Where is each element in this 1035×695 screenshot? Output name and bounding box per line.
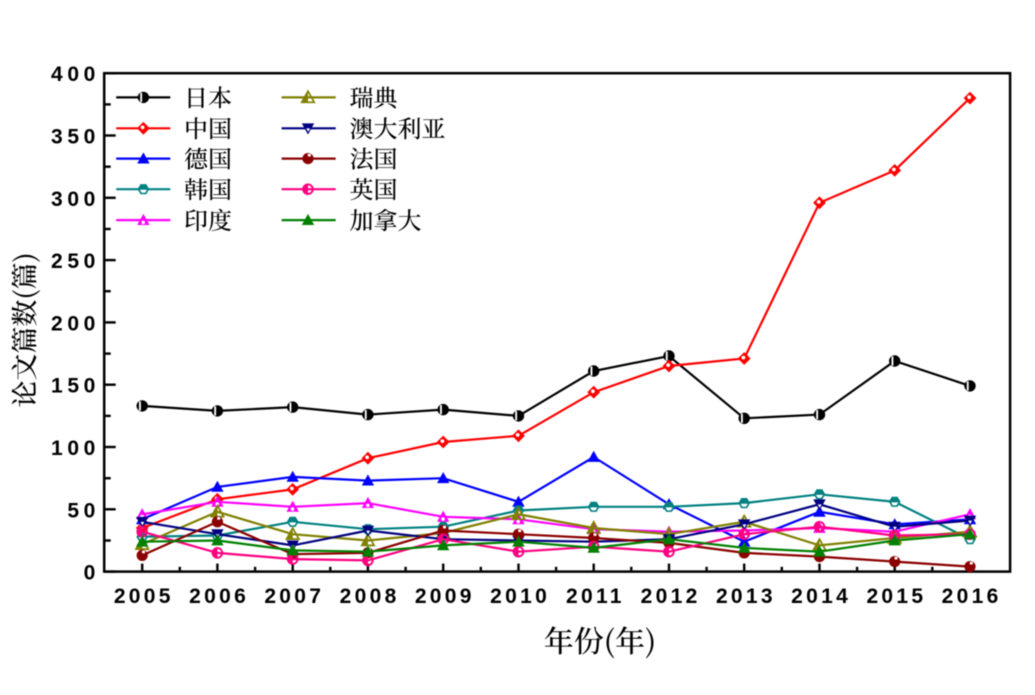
- svg-text:100: 100: [51, 437, 100, 460]
- svg-text:350: 350: [51, 126, 100, 149]
- svg-text:400: 400: [51, 63, 100, 86]
- svg-text:2013: 2013: [716, 585, 776, 608]
- svg-text:2006: 2006: [189, 585, 249, 608]
- svg-text:0: 0: [84, 562, 100, 585]
- svg-text:2009: 2009: [415, 585, 475, 608]
- svg-text:300: 300: [51, 188, 100, 211]
- svg-text:2010: 2010: [490, 585, 550, 608]
- svg-text:200: 200: [51, 312, 100, 335]
- svg-text:2014: 2014: [791, 585, 851, 608]
- svg-text:2008: 2008: [340, 585, 400, 608]
- svg-text:250: 250: [51, 250, 100, 273]
- svg-text:2005: 2005: [114, 585, 174, 608]
- svg-text:150: 150: [51, 375, 100, 398]
- svg-text:50: 50: [67, 499, 100, 522]
- svg-text:2015: 2015: [866, 585, 926, 608]
- svg-text:2007: 2007: [264, 585, 324, 608]
- svg-text:2011: 2011: [566, 585, 625, 608]
- svg-text:2012: 2012: [641, 585, 701, 608]
- svg-text:2016: 2016: [942, 585, 1002, 608]
